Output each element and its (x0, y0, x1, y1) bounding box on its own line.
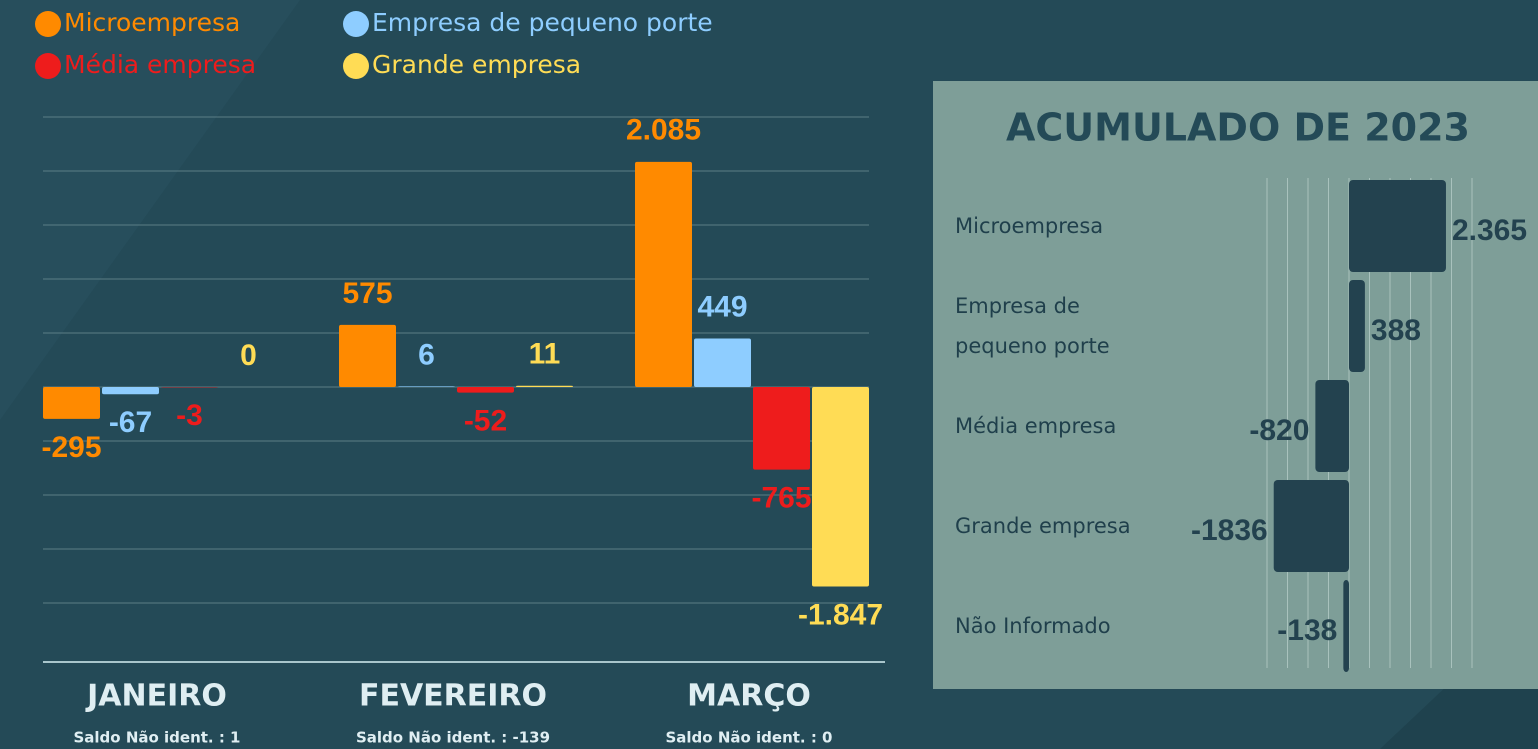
category-label-box: Microempresa (955, 214, 1104, 238)
category-label: Microempresa (955, 214, 1104, 238)
panel-title: ACUMULADO DE 2023 (1006, 106, 1470, 150)
legend-label: Microempresa (64, 8, 240, 37)
bar (635, 161, 692, 387)
bar (398, 386, 455, 387)
legend-swatch (343, 11, 369, 37)
category-label: JANEIRO (85, 679, 227, 714)
value-label: -295 (41, 431, 101, 464)
legend-swatch (343, 53, 369, 79)
category-note: Saldo Não ident. : 0 (665, 729, 832, 747)
category-label: MARÇO (687, 679, 811, 714)
value-label: 2.085 (626, 114, 701, 147)
bar (1315, 380, 1349, 472)
bar (102, 387, 159, 395)
bar (1349, 280, 1365, 372)
value-label: 6 (418, 338, 435, 371)
category-label-box: Média empresa (955, 414, 1117, 438)
value-label: 0 (240, 339, 257, 372)
legend-swatch (35, 53, 61, 79)
category-label-box: Grande empresa (955, 514, 1131, 538)
category-label: Grande empresa (955, 514, 1131, 538)
bar (812, 387, 869, 587)
decoration (0, 0, 300, 420)
value-label: -765 (751, 482, 811, 515)
legend-swatch (35, 11, 61, 37)
legend-label: Empresa de pequeno porte (372, 8, 713, 37)
value-label: -820 (1249, 414, 1309, 447)
bar (753, 387, 810, 470)
category-label: FEVEREIRO (359, 679, 547, 714)
category-label-box: Não Informado (955, 614, 1111, 638)
value-label: 575 (342, 277, 392, 310)
value-label: -138 (1277, 614, 1337, 647)
value-label: 449 (697, 290, 747, 323)
legend-label: Média empresa (64, 50, 256, 79)
category-label: Empresa de pequeno porte (955, 294, 1110, 358)
bar (516, 385, 573, 387)
category-label-box: Empresa de pequeno porte (955, 294, 1110, 358)
value-label: 388 (1371, 314, 1421, 347)
value-label: -52 (464, 405, 507, 438)
category-label: Média empresa (955, 414, 1117, 438)
legend-label: Grande empresa (372, 50, 581, 79)
bar (339, 324, 396, 387)
value-label: 2.365 (1452, 214, 1527, 247)
category-note: Saldo Não ident. : 1 (73, 729, 240, 747)
value-label: -1836 (1191, 514, 1268, 547)
bar (1349, 180, 1446, 272)
value-label: -67 (109, 406, 152, 439)
value-label: -1.847 (798, 598, 883, 631)
category-note: Saldo Não ident. : -139 (356, 729, 550, 747)
value-label: -3 (176, 399, 203, 432)
bar (1343, 580, 1349, 672)
bar (43, 387, 100, 419)
category-label: Não Informado (955, 614, 1111, 638)
value-label: 11 (529, 338, 561, 371)
bar (694, 338, 751, 387)
bar (1273, 480, 1349, 572)
bar (457, 387, 514, 393)
